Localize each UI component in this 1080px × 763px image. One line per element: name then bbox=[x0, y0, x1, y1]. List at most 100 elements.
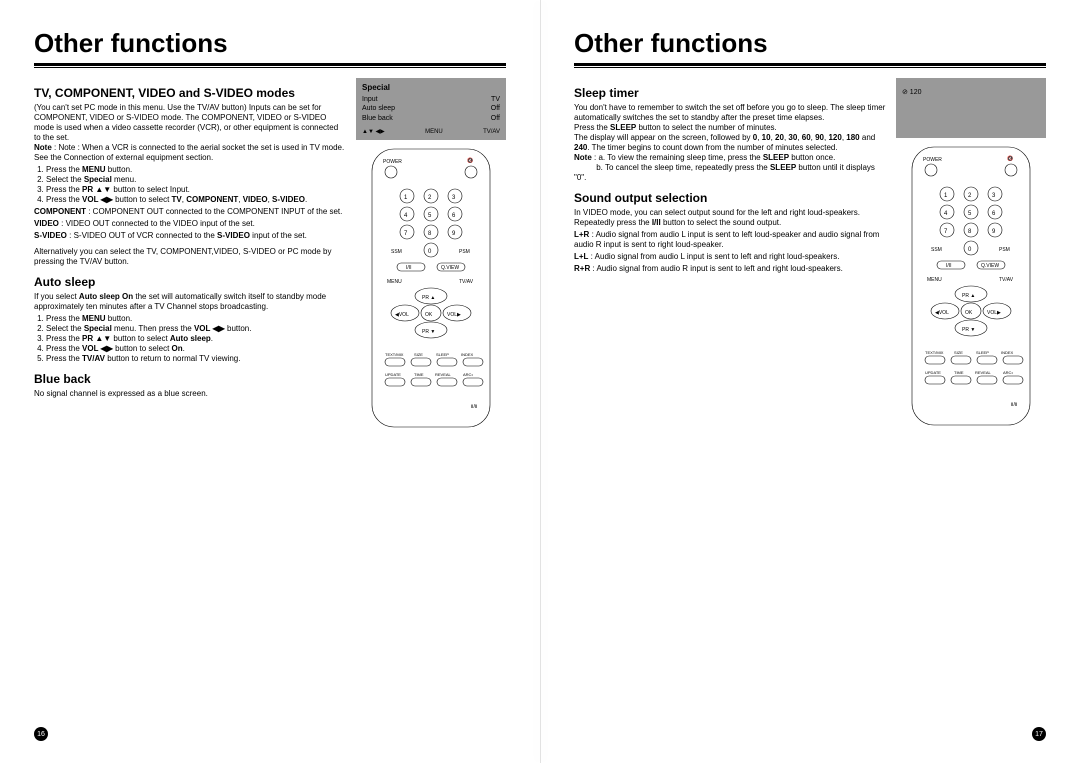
svg-text:TEXT/MIX: TEXT/MIX bbox=[385, 352, 404, 357]
svg-text:◀VOL: ◀VOL bbox=[395, 312, 409, 318]
svg-text:MENU: MENU bbox=[927, 277, 942, 283]
svg-text:Q.VIEW: Q.VIEW bbox=[441, 265, 459, 271]
svg-text:SSM: SSM bbox=[931, 247, 942, 253]
svg-text:MENU: MENU bbox=[387, 279, 402, 285]
step: Press the PR ▲▼ button to select Input. bbox=[46, 185, 346, 195]
svg-text:INDEX: INDEX bbox=[461, 352, 474, 357]
svg-text:REVEAL: REVEAL bbox=[435, 372, 452, 377]
definition: L+R : Audio signal from audio L input is… bbox=[574, 230, 886, 250]
svg-text:I/II: I/II bbox=[946, 263, 952, 269]
right-body-column: Sleep timer You don't have to remember t… bbox=[574, 78, 886, 426]
svg-text:SLEEP: SLEEP bbox=[976, 350, 989, 355]
paragraph: You don't have to remember to switch the… bbox=[574, 103, 886, 123]
step: Press the VOL ◀▶ button to select TV, CO… bbox=[46, 195, 346, 205]
paragraph: (You can't set PC mode in this menu. Use… bbox=[34, 103, 346, 143]
svg-text:TEXT/MIX: TEXT/MIX bbox=[925, 350, 944, 355]
svg-text:TIME: TIME bbox=[414, 372, 424, 377]
page-left: Other functions TV, COMPONENT, VIDEO and… bbox=[0, 0, 540, 763]
svg-text:I/II: I/II bbox=[406, 265, 412, 271]
note-text: Note : When a VCR is connected to the ae… bbox=[34, 143, 344, 162]
paragraph: No signal channel is expressed as a blue… bbox=[34, 389, 346, 399]
osd-row: Blue backOff bbox=[362, 114, 500, 123]
svg-text:Ⅱ/Ⅱ: Ⅱ/Ⅱ bbox=[1011, 402, 1017, 408]
page-title: Other functions bbox=[34, 28, 506, 59]
svg-text:SIZE: SIZE bbox=[414, 352, 423, 357]
page-number: 16 bbox=[34, 727, 48, 741]
svg-text:TV/AV: TV/AV bbox=[459, 279, 474, 285]
svg-text:OK: OK bbox=[425, 312, 433, 318]
osd-nav: ▲▼ ◀▶ MENU TV/AV bbox=[362, 129, 500, 137]
svg-text:◀VOL: ◀VOL bbox=[935, 310, 949, 316]
osd-sleep-timer: ⊘ 120 bbox=[896, 78, 1046, 138]
steps-list: Press the MENU button. Select the Specia… bbox=[34, 165, 346, 205]
rule bbox=[34, 67, 506, 68]
rule bbox=[34, 63, 506, 66]
svg-text:UPDATE: UPDATE bbox=[385, 372, 401, 377]
svg-text:SSM: SSM bbox=[391, 249, 402, 255]
page-right: Other functions Sleep timer You don't ha… bbox=[540, 0, 1080, 763]
svg-text:PR ▲: PR ▲ bbox=[422, 295, 435, 301]
svg-text:Ⅱ/Ⅱ: Ⅱ/Ⅱ bbox=[471, 404, 477, 410]
definition: S-VIDEO : S-VIDEO OUT of VCR connected t… bbox=[34, 231, 346, 241]
definition: L+L : Audio signal from audio L input is… bbox=[574, 252, 886, 262]
steps-list: Press the MENU button. Select the Specia… bbox=[34, 314, 346, 364]
left-body-column: TV, COMPONENT, VIDEO and S-VIDEO modes (… bbox=[34, 78, 346, 428]
svg-text:TIME: TIME bbox=[954, 370, 964, 375]
step: Select the Special menu. bbox=[46, 175, 346, 185]
svg-text:Q.VIEW: Q.VIEW bbox=[981, 263, 999, 269]
definition: VIDEO : VIDEO OUT connected to the VIDEO… bbox=[34, 219, 346, 229]
svg-text:PSM: PSM bbox=[459, 249, 470, 255]
heading-blue-back: Blue back bbox=[34, 372, 346, 387]
remote-control-diagram: POWER 🔇 1 2 3 4 5 6 7 8 bbox=[911, 146, 1031, 426]
osd-row: InputTV bbox=[362, 95, 500, 104]
paragraph: Alternatively you can select the TV, COM… bbox=[34, 247, 346, 267]
svg-text:SIZE: SIZE bbox=[954, 350, 963, 355]
svg-text:🔇: 🔇 bbox=[1007, 155, 1013, 162]
note: Note : a. To view the remaining sleep ti… bbox=[574, 153, 886, 183]
svg-text:VOL▶: VOL▶ bbox=[447, 312, 461, 318]
heading-sound-output: Sound output selection bbox=[574, 191, 886, 206]
step: Press the PR ▲▼ button to select Auto sl… bbox=[46, 334, 346, 344]
heading-sleep-timer: Sleep timer bbox=[574, 86, 886, 101]
page-spine bbox=[540, 0, 541, 763]
paragraph: Repeatedly press the I/II button to sele… bbox=[574, 218, 886, 228]
page-number: 17 bbox=[1032, 727, 1046, 741]
definition: COMPONENT : COMPONENT OUT connected to t… bbox=[34, 207, 346, 217]
paragraph: In VIDEO mode, you can select output sou… bbox=[574, 208, 886, 218]
svg-text:INDEX: INDEX bbox=[1001, 350, 1014, 355]
svg-text:PR ▲: PR ▲ bbox=[962, 293, 975, 299]
svg-text:UPDATE: UPDATE bbox=[925, 370, 941, 375]
svg-text:PR ▼: PR ▼ bbox=[962, 327, 975, 333]
rule bbox=[574, 67, 1046, 68]
paragraph: The display will appear on the screen, f… bbox=[574, 133, 886, 153]
svg-text:POWER: POWER bbox=[923, 157, 942, 163]
heading-tv-modes: TV, COMPONENT, VIDEO and S-VIDEO modes bbox=[34, 86, 346, 101]
svg-text:PSM: PSM bbox=[999, 247, 1010, 253]
step: Press the MENU button. bbox=[46, 165, 346, 175]
definition: R+R : Audio signal from audio R input is… bbox=[574, 264, 886, 274]
step: Press the VOL ◀▶ button to select On. bbox=[46, 344, 346, 354]
step: Press the TV/AV button to return to norm… bbox=[46, 354, 346, 364]
paragraph: Press the SLEEP button to select the num… bbox=[574, 123, 886, 133]
step: Select the Special menu. Then press the … bbox=[46, 324, 346, 334]
svg-text:VOL▶: VOL▶ bbox=[987, 310, 1001, 316]
svg-text:ARC•: ARC• bbox=[1003, 370, 1013, 375]
svg-text:TV/AV: TV/AV bbox=[999, 277, 1014, 283]
svg-text:REVEAL: REVEAL bbox=[975, 370, 992, 375]
svg-text:ARC•: ARC• bbox=[463, 372, 473, 377]
paragraph: If you select Auto sleep On the set will… bbox=[34, 292, 346, 312]
heading-auto-sleep: Auto sleep bbox=[34, 275, 346, 290]
svg-text:🔇: 🔇 bbox=[467, 157, 473, 164]
right-side-column: ⊘ 120 POWER 🔇 1 2 3 4 bbox=[896, 78, 1046, 426]
svg-text:OK: OK bbox=[965, 310, 973, 316]
sleep-osd-text: ⊘ 120 bbox=[902, 89, 922, 96]
svg-text:SLEEP: SLEEP bbox=[436, 352, 449, 357]
label-power: POWER bbox=[383, 159, 402, 165]
page-title: Other functions bbox=[574, 28, 1046, 59]
osd-special-menu: Special InputTV Auto sleepOff Blue backO… bbox=[356, 78, 506, 140]
osd-title: Special bbox=[362, 83, 500, 93]
remote-control-diagram: POWER 🔇 1 2 3 4 5 6 7 8 bbox=[371, 148, 491, 428]
paragraph: Note : Note : When a VCR is connected to… bbox=[34, 143, 346, 163]
osd-row: Auto sleepOff bbox=[362, 104, 500, 113]
step: Press the MENU button. bbox=[46, 314, 346, 324]
